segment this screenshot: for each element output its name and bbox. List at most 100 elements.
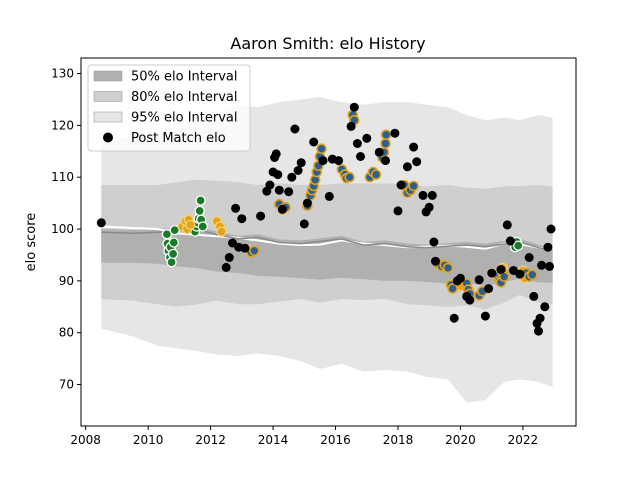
post-match-point: [237, 214, 247, 224]
post-match-point: [240, 243, 250, 253]
post-match-point: [515, 269, 525, 279]
post-match-point: [309, 137, 319, 147]
post-match-point: [362, 133, 372, 143]
green-win-point: [197, 221, 208, 232]
chart-title: Aaron Smith: elo History: [230, 34, 425, 53]
green-win-point: [166, 257, 177, 268]
y-tick-label: 130: [51, 67, 74, 81]
post-match-point: [537, 260, 547, 270]
legend-label: 95% elo Interval: [131, 111, 238, 126]
y-tick-label: 110: [51, 170, 74, 184]
post-match-point: [524, 253, 534, 262]
post-match-point: [505, 236, 515, 246]
median-line: [101, 225, 553, 251]
plot-area: [96, 96, 556, 403]
post-match-point: [221, 262, 231, 272]
y-tick-label: 100: [51, 222, 74, 236]
legend-box: [87, 64, 251, 152]
x-tick-label: 2018: [383, 433, 414, 447]
post-match-point: [540, 302, 550, 312]
post-match-point: [224, 253, 234, 262]
green-win-point: [513, 240, 524, 251]
post-match-point: [427, 190, 437, 200]
green-win-point: [168, 237, 179, 248]
legend-swatch: [93, 70, 123, 82]
post-match-point: [390, 128, 400, 138]
post-match-point: [449, 313, 459, 323]
green-win-point: [194, 205, 205, 217]
post-match-point: [455, 273, 465, 283]
y-tick-label: 90: [59, 274, 74, 288]
post-match-point: [346, 121, 356, 131]
y-axis: 70 80 90 100 110 120 130: [51, 67, 81, 392]
post-match-point: [352, 139, 362, 148]
post-match-point: [465, 295, 475, 305]
post-match-point: [324, 191, 334, 201]
post-match-point: [356, 152, 365, 161]
x-axis: 2008 2010 2012 2014 2016 2018 2020 2022: [70, 426, 538, 447]
x-tick-label: 2008: [70, 433, 101, 447]
post-match-point: [534, 326, 543, 336]
blue-win-point: [442, 262, 454, 274]
post-match-point: [543, 242, 553, 252]
post-match-point: [396, 180, 406, 190]
post-match-point: [431, 256, 440, 266]
post-match-point: [484, 284, 494, 294]
post-match-point: [273, 170, 283, 180]
post-match-point: [265, 180, 275, 190]
y-tick-label: 80: [59, 326, 74, 340]
legend: 50% elo Interval 80% elo Interval 95% elo …: [87, 64, 251, 152]
legend-swatch: [93, 91, 123, 102]
x-tick-label: 2012: [195, 433, 226, 447]
orange-win-point: [185, 219, 196, 231]
x-tick-label: 2020: [445, 433, 476, 447]
blue-win-point: [447, 283, 458, 294]
blue-win-point: [526, 269, 538, 281]
legend-marker: [103, 132, 113, 143]
post-match-point: [412, 157, 422, 167]
post-match-point: [429, 237, 439, 247]
legend-swatch: [93, 111, 123, 123]
legend-label: Post Match elo: [131, 131, 226, 146]
blue-win-point: [408, 180, 419, 192]
post-match-point: [271, 149, 281, 159]
post-match-point: [480, 311, 490, 321]
blue-win-point: [380, 129, 392, 140]
legend-label: 50% elo Interval: [131, 70, 238, 85]
post-match-point: [284, 187, 294, 197]
post-match-point: [374, 147, 384, 157]
post-match-point: [487, 268, 497, 278]
green-win-point: [195, 195, 206, 206]
blue-win-point: [344, 171, 355, 183]
post-match-point: [290, 124, 300, 134]
blue-win-point: [249, 245, 260, 257]
y-axis-label: elo score: [24, 213, 39, 272]
post-match-point: [287, 172, 297, 182]
post-match-point: [231, 203, 241, 213]
post-match-point: [274, 185, 284, 195]
post-match-point: [546, 224, 556, 234]
post-match-point: [277, 204, 287, 214]
post-match-point: [96, 218, 106, 228]
post-match-point: [502, 220, 512, 230]
post-match-point: [381, 156, 390, 166]
post-match-point: [349, 102, 359, 112]
orange-win-point: [216, 226, 227, 237]
blue-win-point: [370, 169, 382, 180]
legend-label: 80% elo Interval: [131, 90, 238, 105]
post-match-point: [296, 158, 306, 168]
post-match-point: [418, 190, 428, 200]
green-win-point: [167, 248, 179, 260]
y-tick-label: 120: [51, 118, 74, 132]
x-tick-label: 2010: [133, 433, 164, 447]
interval-bands: [101, 96, 553, 403]
post-match-point: [334, 156, 344, 166]
post-match-point: [545, 261, 554, 271]
post-match-point: [402, 162, 412, 172]
post-match-point: [496, 265, 506, 274]
post-match-point: [474, 275, 484, 285]
post-match-point: [302, 198, 312, 208]
y-tick-label: 70: [59, 378, 74, 392]
